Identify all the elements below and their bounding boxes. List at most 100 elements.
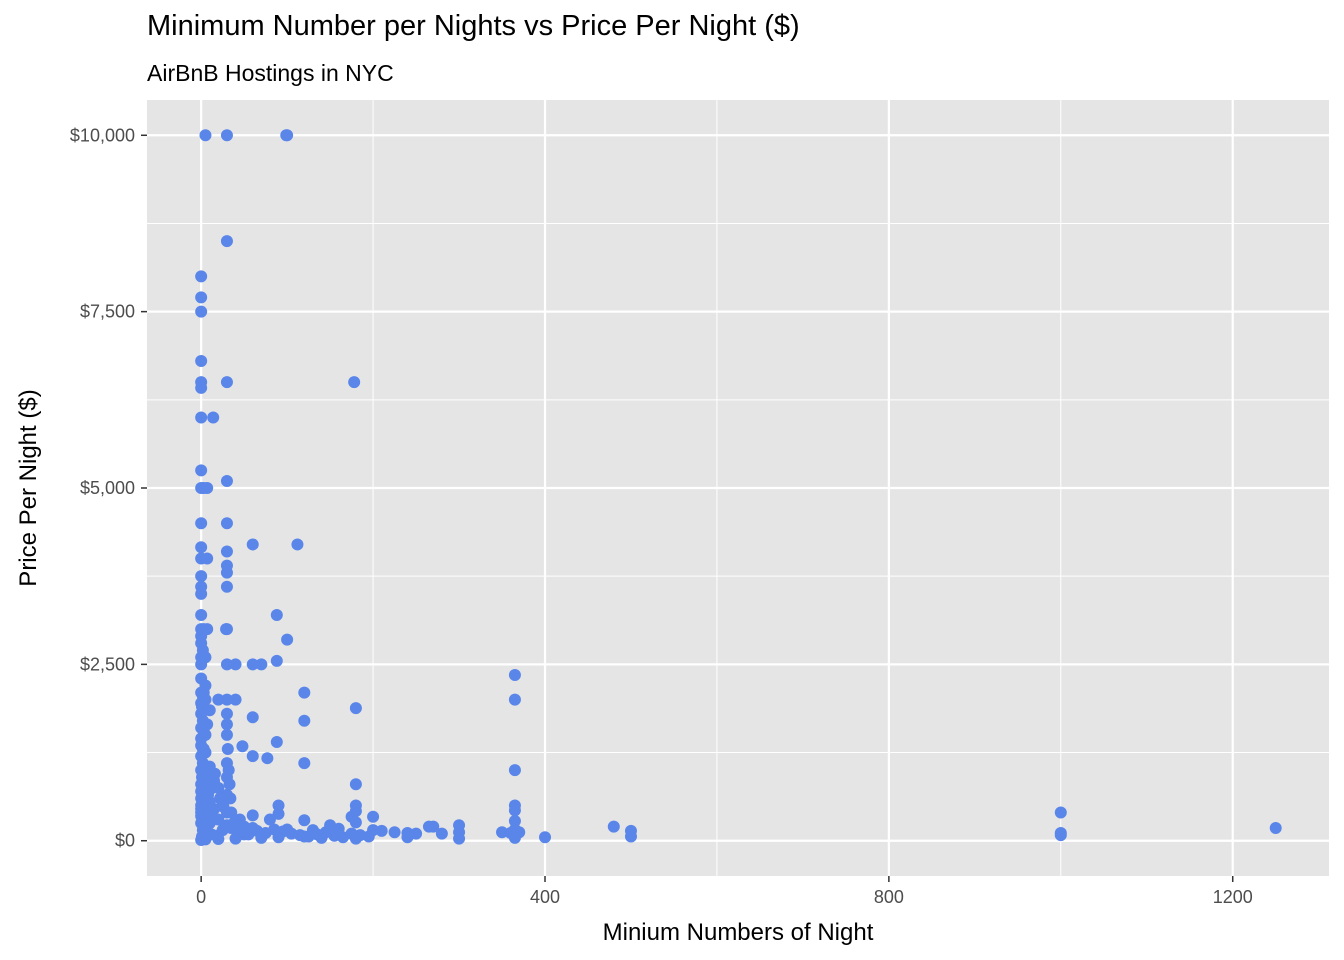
data-point <box>298 714 311 727</box>
minor-gridlines <box>147 100 1329 876</box>
data-point <box>298 757 311 770</box>
data-point <box>198 728 211 741</box>
chart-title: Minimum Number per Nights vs Price Per N… <box>147 10 800 42</box>
data-points <box>195 129 1282 847</box>
data-point <box>367 810 380 823</box>
data-point <box>225 806 238 819</box>
x-tick-label: 0 <box>196 887 206 907</box>
data-point <box>261 752 274 765</box>
y-tick-label: $7,500 <box>80 302 135 322</box>
data-point <box>220 474 233 487</box>
data-point <box>201 482 214 494</box>
x-axis-tick-labels: 0 400 800 1200 <box>196 887 1253 907</box>
data-point <box>291 538 304 551</box>
data-point <box>220 235 233 248</box>
axis-ticks <box>141 134 1234 882</box>
data-point <box>196 700 209 713</box>
data-point <box>223 778 236 791</box>
data-point <box>236 740 249 753</box>
y-tick-label: $10,000 <box>70 125 135 145</box>
data-point <box>195 587 208 600</box>
data-point <box>246 809 259 822</box>
data-point <box>246 711 259 724</box>
data-point <box>246 538 259 551</box>
data-point <box>195 381 208 394</box>
data-point <box>220 517 233 530</box>
data-point <box>607 820 620 833</box>
data-point <box>349 702 362 715</box>
data-point <box>270 735 283 748</box>
x-tick-label: 800 <box>874 887 904 907</box>
data-point <box>206 781 219 794</box>
data-point <box>401 831 414 844</box>
data-point <box>220 129 233 142</box>
data-point <box>195 541 208 554</box>
data-point <box>246 750 259 763</box>
data-point <box>229 658 242 671</box>
data-point <box>199 129 212 142</box>
data-point <box>195 305 208 318</box>
data-point <box>508 804 521 817</box>
data-point <box>201 552 214 565</box>
data-point <box>220 707 233 720</box>
chart-subtitle: AirBnB Hostings in NYC <box>147 60 394 86</box>
data-point <box>196 690 209 703</box>
data-point <box>220 580 233 593</box>
data-point <box>224 792 237 805</box>
data-point <box>222 764 235 777</box>
data-point <box>298 814 311 827</box>
data-point <box>348 376 361 389</box>
data-point <box>427 820 440 833</box>
data-point <box>229 693 242 706</box>
data-point <box>388 826 401 839</box>
data-point <box>539 831 552 844</box>
data-point <box>375 824 388 837</box>
data-point <box>195 411 208 424</box>
data-point <box>220 658 233 671</box>
data-point <box>435 827 448 840</box>
data-point <box>221 743 234 756</box>
data-point <box>508 823 521 836</box>
data-point <box>270 608 283 621</box>
x-tick-label: 400 <box>530 887 560 907</box>
data-point <box>1054 829 1067 842</box>
data-point <box>195 570 208 583</box>
data-point <box>207 411 220 424</box>
data-point <box>508 764 521 777</box>
data-point <box>195 608 208 621</box>
data-point <box>281 129 294 142</box>
data-point <box>1054 806 1067 819</box>
data-point <box>195 291 208 304</box>
data-point <box>195 355 208 368</box>
data-point <box>220 376 233 389</box>
data-point <box>204 810 217 823</box>
data-point <box>220 693 233 706</box>
data-point <box>624 830 637 843</box>
x-axis-title: Minium Numbers of Night <box>603 919 874 946</box>
data-point <box>496 826 509 839</box>
data-point <box>508 668 521 681</box>
y-axis-title: Price Per Night ($) <box>15 389 42 586</box>
data-point <box>197 743 210 756</box>
data-point <box>195 517 208 530</box>
y-tick-label: $2,500 <box>80 654 135 674</box>
data-point <box>246 658 259 671</box>
data-point <box>508 814 521 827</box>
data-point <box>272 807 285 820</box>
y-axis-tick-labels: $0 $2,500 $5,000 $7,500 $10,000 <box>70 125 135 850</box>
data-point <box>238 828 251 841</box>
data-point <box>508 693 521 706</box>
data-point <box>220 718 233 731</box>
data-point <box>220 566 233 579</box>
data-point <box>362 830 375 843</box>
data-point <box>349 816 362 829</box>
data-point <box>195 658 208 671</box>
data-point <box>220 728 233 741</box>
data-point <box>195 270 208 283</box>
data-point <box>453 832 466 845</box>
data-point <box>212 693 225 706</box>
data-point <box>263 813 276 826</box>
data-point <box>196 757 209 770</box>
data-point <box>220 545 233 558</box>
data-point <box>1269 822 1282 835</box>
